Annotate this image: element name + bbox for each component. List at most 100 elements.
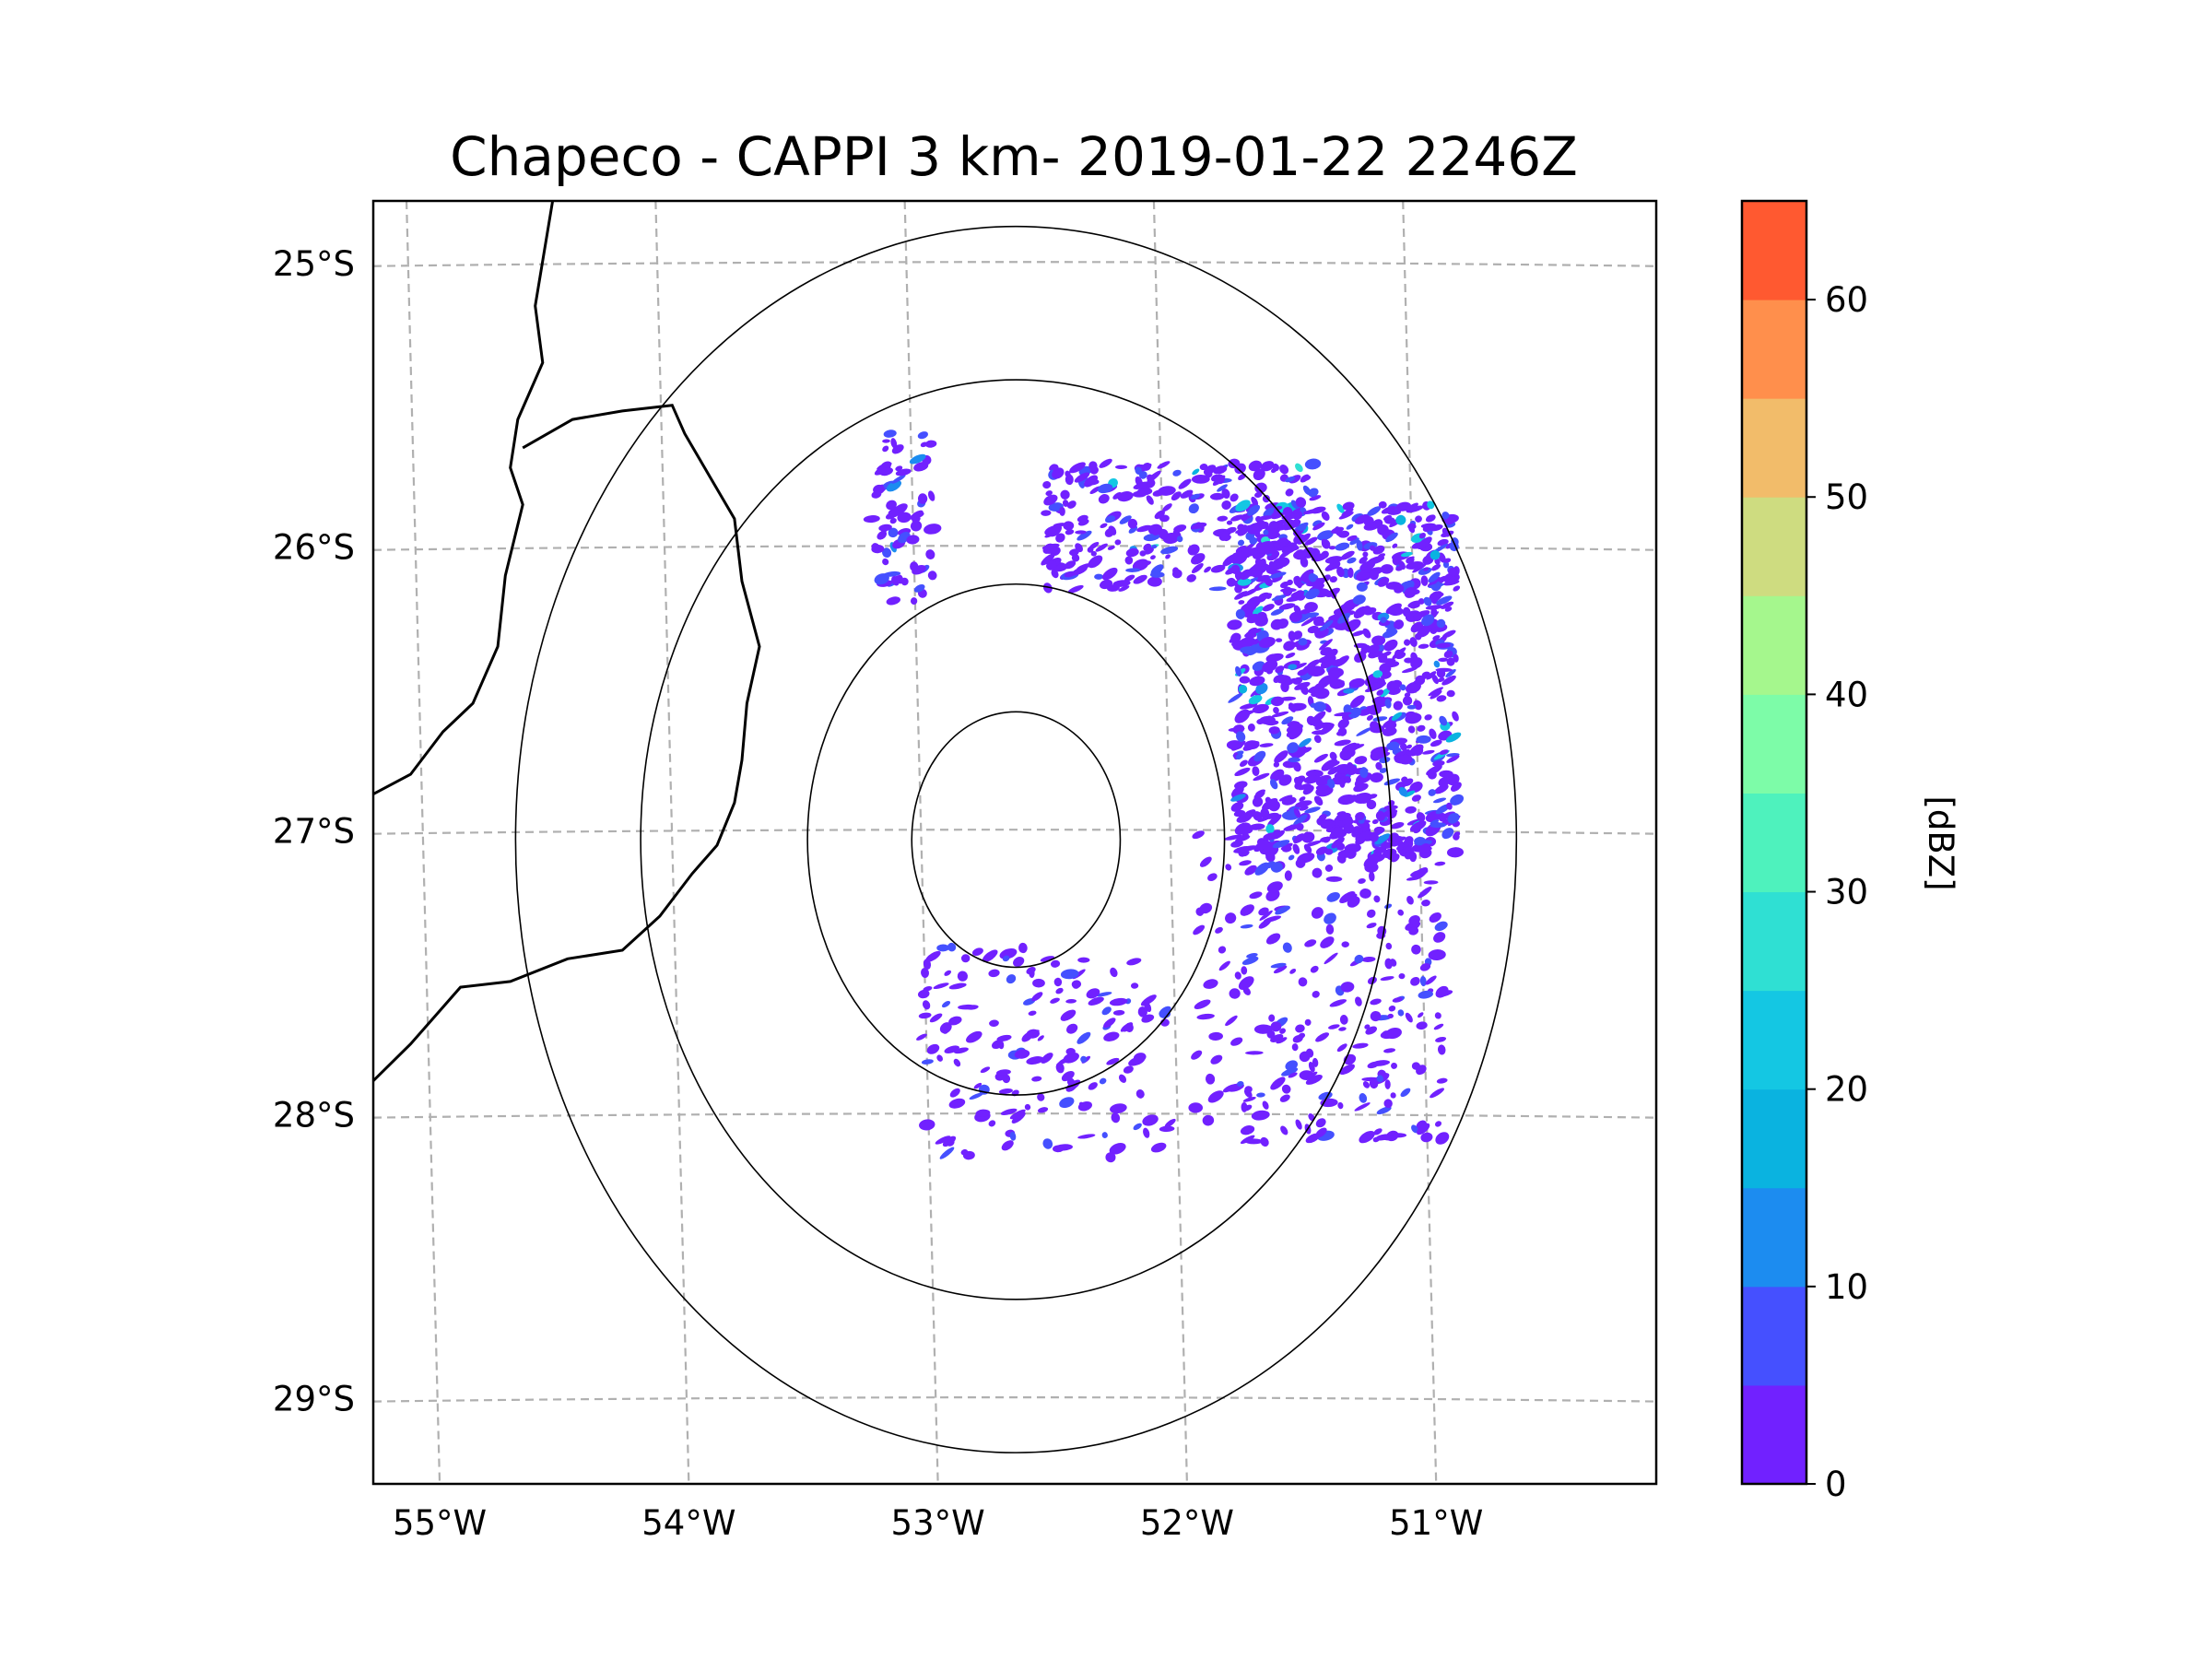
echo-cell [1248, 823, 1265, 830]
echo-cell [1417, 627, 1430, 638]
range-ring [514, 225, 1518, 1453]
echo-cell [922, 1000, 931, 1010]
echo-cell [988, 969, 1000, 978]
echo-cell [1249, 891, 1263, 900]
echo-cell [1240, 702, 1258, 710]
echo-cell [1410, 976, 1420, 986]
meridian-line [654, 201, 690, 1484]
echo-cell [1387, 1131, 1396, 1136]
colorbar-tick-label: 10 [1825, 1267, 1868, 1307]
echo-cell [1299, 1051, 1311, 1063]
echo-cell [1230, 1037, 1243, 1046]
range-rings [514, 225, 1518, 1453]
echo-cell [1328, 1024, 1340, 1030]
echo-cell [917, 493, 928, 504]
range-ring [640, 379, 1393, 1300]
echo-cell [1319, 639, 1333, 651]
echo-cell [939, 1147, 955, 1159]
echo-cell [1136, 524, 1153, 533]
echo-cell [1447, 812, 1460, 824]
echo-cell [1439, 715, 1448, 726]
echo-cell [1059, 1097, 1075, 1109]
echo-cell [1418, 990, 1433, 999]
echo-cell [1293, 776, 1302, 786]
echo-cell [1428, 949, 1446, 961]
echo-cell [1110, 1103, 1127, 1114]
echo-cell [1242, 1096, 1256, 1102]
echo-cell [1326, 891, 1340, 902]
echo-cell [1225, 526, 1237, 534]
echo-cell [1207, 1090, 1224, 1103]
echo-cell [1370, 723, 1382, 733]
echo-cell [1298, 638, 1308, 646]
echo-cell [1265, 824, 1275, 834]
echo-cell [1293, 605, 1301, 615]
echo-cell [1419, 843, 1431, 853]
echo-cell [1249, 676, 1265, 687]
echo-cell [944, 970, 952, 976]
echo-cell [882, 547, 892, 559]
echo-cell [1404, 692, 1411, 698]
parallel-line [373, 261, 1656, 267]
map-plot-area[interactable] [373, 201, 1656, 1484]
echo-cell [1419, 976, 1427, 987]
echo-cell [1281, 716, 1294, 725]
echo-cell [1124, 1022, 1134, 1033]
echo-cell [1439, 770, 1453, 778]
echo-cell [1380, 688, 1391, 698]
echo-cell [1337, 718, 1349, 729]
echo-cell [933, 982, 949, 990]
echo-cell [1304, 831, 1311, 837]
echo-cell [1171, 491, 1182, 501]
echo-cell [1395, 565, 1404, 571]
echo-cell [1416, 1021, 1428, 1030]
echo-cell [1050, 997, 1060, 1004]
echo-cell [1335, 542, 1350, 551]
echo-cell [1373, 1128, 1382, 1135]
echo-cell [1399, 684, 1406, 691]
echo-cell [1187, 544, 1200, 556]
echo-cell [1433, 1023, 1444, 1030]
echo-cell [1406, 895, 1414, 905]
echo-cell [1441, 828, 1454, 840]
echo-cell [1363, 522, 1380, 531]
echo-cell [1088, 555, 1103, 569]
echo-cell [1191, 522, 1207, 529]
echo-cell [982, 949, 998, 963]
echo-cell [1069, 462, 1086, 474]
echo-cell [1423, 880, 1439, 885]
echo-cell [1312, 991, 1320, 998]
echo-cell [1273, 761, 1280, 768]
echo-cell [1066, 500, 1077, 509]
echo-cell [1368, 704, 1382, 715]
echo-cell [960, 954, 971, 963]
echo-cell [1077, 1134, 1096, 1139]
echo-cell [1133, 481, 1150, 489]
echo-cell [1204, 566, 1212, 573]
echo-cell [1029, 967, 1035, 979]
echo-cell [1226, 577, 1237, 587]
echo-cell [879, 467, 894, 477]
echo-region-northwest-streak [863, 429, 942, 606]
echo-cell [910, 520, 923, 532]
echo-cell [1225, 566, 1239, 575]
echo-cell [1404, 586, 1417, 598]
echo-cell [1254, 491, 1263, 498]
echo-cell [1388, 1006, 1396, 1012]
echo-cell [873, 484, 885, 495]
echo-cell [1256, 1092, 1265, 1098]
echo-cell [1342, 893, 1358, 901]
echo-cell [1290, 590, 1305, 598]
echo-cell [1270, 769, 1285, 782]
echo-cell [1274, 750, 1288, 763]
echo-cell [891, 475, 906, 484]
echo-cell [1060, 489, 1070, 500]
echo-cell [1240, 569, 1252, 581]
echo-cell [1256, 611, 1267, 622]
echo-cell [1408, 683, 1421, 690]
echo-cell [1351, 630, 1365, 637]
echo-cell [1273, 706, 1279, 714]
echo-cell [973, 1082, 982, 1089]
echo-cell [1293, 833, 1306, 844]
echo-cell [1147, 576, 1162, 587]
